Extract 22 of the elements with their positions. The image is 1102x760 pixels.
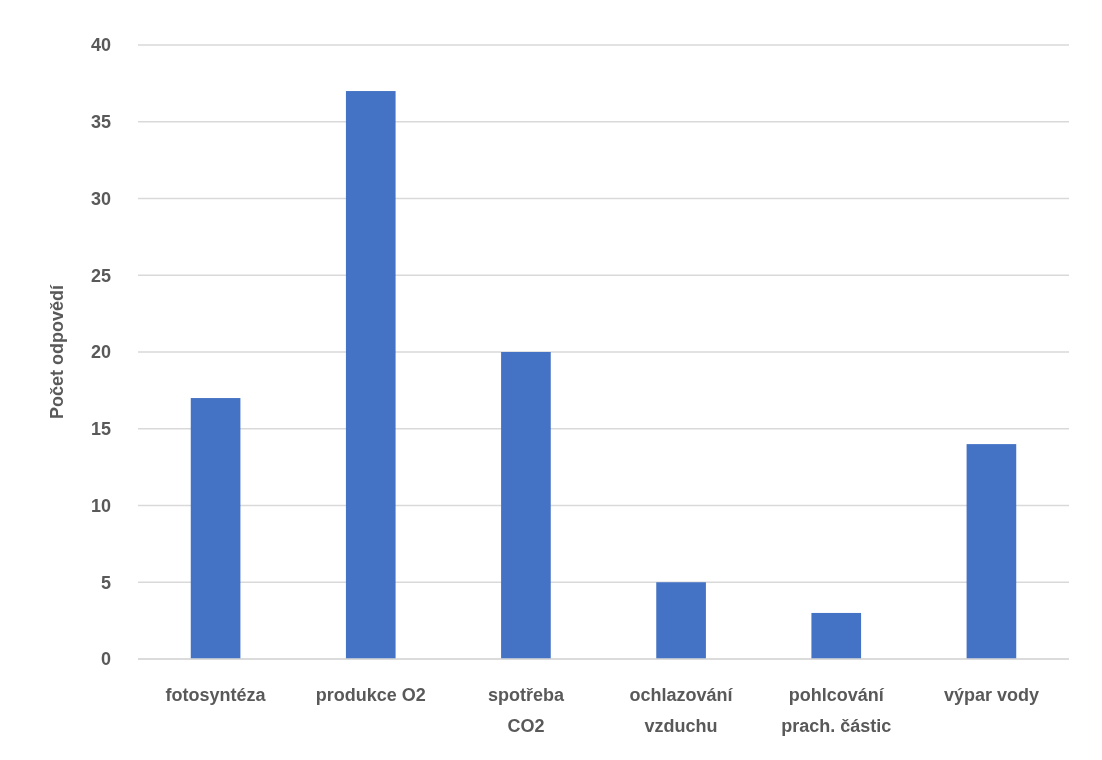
- x-tick-label: pohlcování prach. částic: [781, 685, 892, 736]
- y-tick-label: 20: [90, 342, 111, 363]
- y-axis-title: Počet odpovědí: [47, 283, 67, 420]
- bar: [811, 612, 862, 659]
- y-tick-label: 25: [90, 265, 111, 286]
- y-tick-label: 30: [90, 188, 111, 209]
- bar: [656, 582, 706, 659]
- y-tick-label: 10: [90, 495, 111, 516]
- bar: [966, 444, 1017, 659]
- y-tick-label: 35: [90, 112, 111, 133]
- x-tick-label: spotřeba CO2: [487, 685, 565, 736]
- y-tick-label: 0: [100, 649, 111, 670]
- x-tick-label: výpar vody: [943, 685, 1039, 705]
- x-tick-label: fotosyntéza: [165, 685, 267, 705]
- x-tick-label: produkce O2: [315, 685, 426, 705]
- bar: [190, 398, 241, 659]
- bar: [501, 352, 551, 659]
- y-tick-label: 5: [100, 572, 111, 593]
- y-tick-label: 15: [90, 419, 111, 440]
- x-tick-label: ochlazování vzduchu: [629, 685, 734, 736]
- bar: [345, 91, 396, 659]
- y-tick-label: 40: [90, 35, 111, 56]
